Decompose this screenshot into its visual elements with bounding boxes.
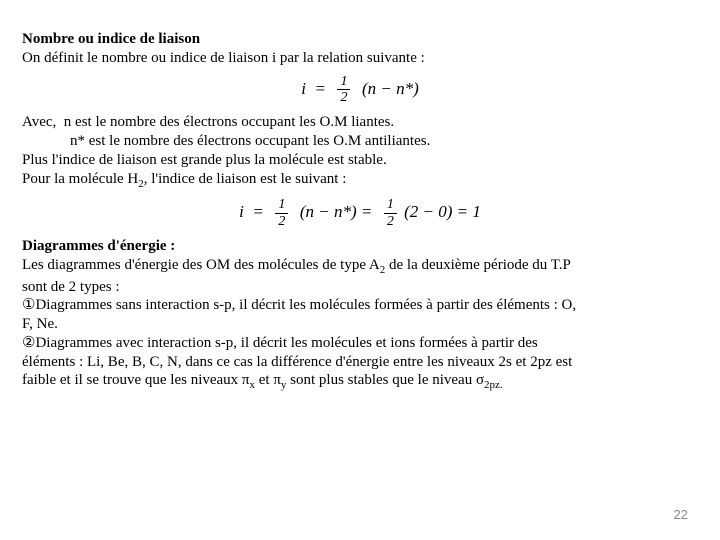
avec-line-1: Avec, n est le nombre des électrons occu… [22, 113, 698, 132]
equation-2: i = 1 2 (n − n*) = 1 2 (2 − 0) = 1 [22, 197, 698, 229]
page-number: 22 [674, 507, 688, 522]
eq2-mid1: (n − n*) = [300, 202, 373, 221]
section-heading-2: Diagrammes d'énergie : [22, 238, 175, 254]
bullet-2-line2: éléments : Li, Be, B, C, N, dans ce cas … [22, 353, 698, 372]
eq1-eq: = [314, 78, 325, 97]
h2-line: Pour la molécule H2, l'indice de liaison… [22, 170, 698, 192]
circled-two-icon: ② [22, 334, 35, 353]
avec-line-2: n* est le nombre des électrons occupant … [22, 132, 698, 151]
eq2-lhs: i [239, 202, 244, 221]
bullet-1-line2: F, Ne. [22, 315, 698, 334]
equation-1: i = 1 2 (n − n*) [22, 74, 698, 106]
eq2-fraction-2: 1 2 [384, 197, 397, 229]
bullet-2-line3: faible et il se trouve que les niveaux π… [22, 371, 698, 393]
eq2-mid2: (2 − 0) = 1 [404, 202, 481, 221]
eq1-fraction: 1 2 [337, 74, 350, 106]
diagram-intro-line2: sont de 2 types : [22, 278, 698, 297]
intro-line: On définit le nombre ou indice de liaiso… [22, 49, 698, 68]
eq1-rhs: (n − n*) [362, 78, 419, 97]
stability-line: Plus l'indice de liaison est grande plus… [22, 151, 698, 170]
circled-one-icon: ① [22, 296, 35, 315]
diagram-intro-line1: Les diagrammes d'énergie des OM des molé… [22, 256, 698, 278]
eq2-fraction-1: 1 2 [275, 197, 288, 229]
bullet-2-line1: ②Diagrammes avec interaction s-p, il déc… [22, 334, 698, 353]
bullet-1-line1: ①Diagrammes sans interaction s-p, il déc… [22, 296, 698, 315]
section-heading-1: Nombre ou indice de liaison [22, 31, 200, 47]
eq1-lhs: i [301, 78, 306, 97]
